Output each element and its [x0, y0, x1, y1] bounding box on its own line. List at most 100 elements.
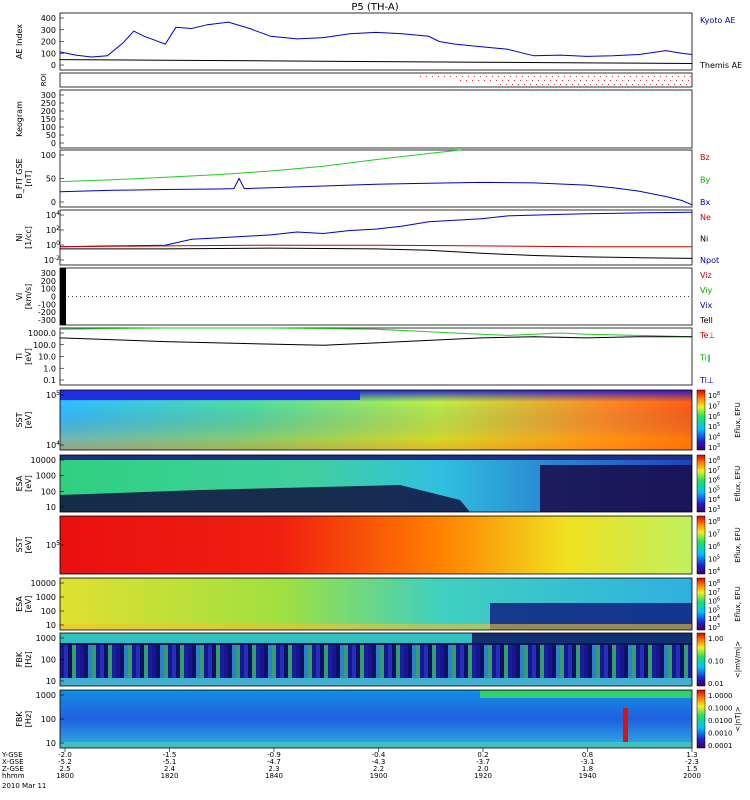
fbk1-stripe [528, 645, 532, 678]
temperature-point [480, 333, 482, 335]
esa_e-cbar-tick: 105 [708, 485, 720, 494]
fbk1-stripe [476, 645, 480, 678]
fbk1-stripe [512, 633, 516, 643]
roi-flag [658, 80, 659, 81]
ae-legend-1: Themis AE [699, 61, 742, 70]
roi-flag [576, 76, 577, 77]
esa_i-ytick-label: 10 [46, 621, 56, 630]
fbk1-stripe [660, 645, 664, 678]
roi-flag [512, 84, 513, 85]
ae-point [480, 46, 482, 48]
esa_e-low-dark [60, 485, 470, 512]
roi-flag [648, 76, 649, 77]
fbk1-stripe [176, 645, 180, 678]
esa_i-cbar-tick: 106 [708, 597, 720, 606]
roi-flag [678, 76, 679, 77]
fbk1-stripe [268, 633, 272, 643]
temperature-point [691, 336, 693, 338]
xaxis-z-gse: 1.5 [686, 765, 697, 773]
temperature-point [164, 327, 166, 329]
fbk1-bottom-band [60, 678, 692, 686]
density-point [691, 258, 693, 259]
esa_e-cbar-tick: 108 [708, 456, 720, 465]
fbk1-stripe [536, 645, 540, 678]
roi-frame [59, 72, 693, 88]
xaxis-z-gse: 2.3 [268, 765, 279, 773]
temperature-point [375, 328, 377, 330]
ae-point [322, 37, 324, 39]
esa_i-cbar-tick: 103 [708, 623, 720, 632]
fbk1-stripe [516, 633, 520, 643]
fbk1-stripe [188, 633, 192, 643]
fbk2-spectrogram [60, 690, 692, 748]
sst_i-cbar-tick: 107 [708, 530, 720, 539]
fbk1-stripe [316, 645, 320, 678]
esa_i-ytick-label: 100 [41, 607, 56, 616]
esa_e-top-band [60, 455, 692, 460]
temperature-ytick-label: 100.0 [33, 341, 56, 350]
fbk1-stripe [448, 633, 452, 643]
fbk1-stripe [388, 645, 392, 678]
roi-flag [484, 80, 485, 81]
fbk2-cbar-tick: 0.0010 [708, 730, 733, 738]
fbk1-stripe [664, 645, 668, 678]
bfield-point [428, 153, 430, 154]
fbk1-stripe [128, 633, 132, 643]
bfield-point [586, 184, 588, 186]
density-point [164, 245, 166, 247]
fbk1-stripe [528, 633, 532, 643]
bfield-ylabel: B_FIT GSE [nT] [15, 158, 33, 198]
fbk1-stripe [144, 633, 148, 643]
esa_e-ytick-label: 10 [46, 503, 56, 512]
roi-flag [560, 84, 561, 85]
fbk2-ytick-label: 1000 [36, 691, 56, 700]
fbk1-stripe [140, 633, 144, 643]
fbk1-stripe [532, 633, 536, 643]
keogram-ytick-label: 300 [41, 91, 56, 100]
velocity-legend-2: Vix [700, 301, 713, 310]
roi-flag [600, 76, 601, 77]
bfield-point [243, 188, 245, 189]
roi-flag [462, 76, 463, 77]
ae-ytick-label: 300 [41, 26, 56, 35]
fbk1-stripe [576, 633, 580, 643]
fbk1-stripe [488, 645, 492, 678]
fbk1-stripe [456, 645, 460, 678]
xaxis-time: 1940 [579, 772, 597, 780]
roi-flag [514, 80, 515, 81]
xaxis-time: 1820 [161, 772, 179, 780]
sst_e-frame [59, 389, 693, 451]
fbk1-stripe [340, 645, 344, 678]
sst_e-ylabel-text: SST [15, 412, 24, 427]
fbk1-stripe [80, 633, 84, 643]
velocity-legend-1: Viy [700, 286, 713, 295]
roi-flag [630, 76, 631, 77]
fbk1-stripe [504, 633, 508, 643]
esa_i-cbar-tick: 108 [708, 579, 720, 588]
roi-flag [668, 84, 669, 85]
roi-flag [620, 84, 621, 85]
fbk1-stripe [304, 633, 308, 643]
fbk1-stripe [492, 645, 496, 678]
fbk1-stripe [124, 645, 128, 678]
fbk1-stripe [652, 633, 656, 643]
xaxis-z-gse: 1.8 [582, 765, 593, 773]
density-point [401, 225, 403, 227]
ae-point [681, 52, 682, 54]
roi-flag [640, 80, 641, 81]
fbk1-stripe [324, 645, 328, 678]
bfield-ytick-label: 50 [46, 175, 56, 184]
bfield-legend-1: By [700, 176, 710, 185]
density-point [638, 257, 640, 259]
fbk2-cbar-tick: 0.1000 [708, 705, 733, 713]
density-point [586, 256, 588, 258]
roi-flag [520, 80, 521, 81]
fbk1-stripe [220, 645, 224, 678]
fbk1-stripe [340, 633, 344, 643]
roi-flag [546, 76, 547, 77]
temperature-point [559, 332, 561, 334]
roi-flag [688, 80, 689, 81]
fbk1-stripe [228, 645, 232, 678]
fbk1-stripe [412, 633, 416, 643]
